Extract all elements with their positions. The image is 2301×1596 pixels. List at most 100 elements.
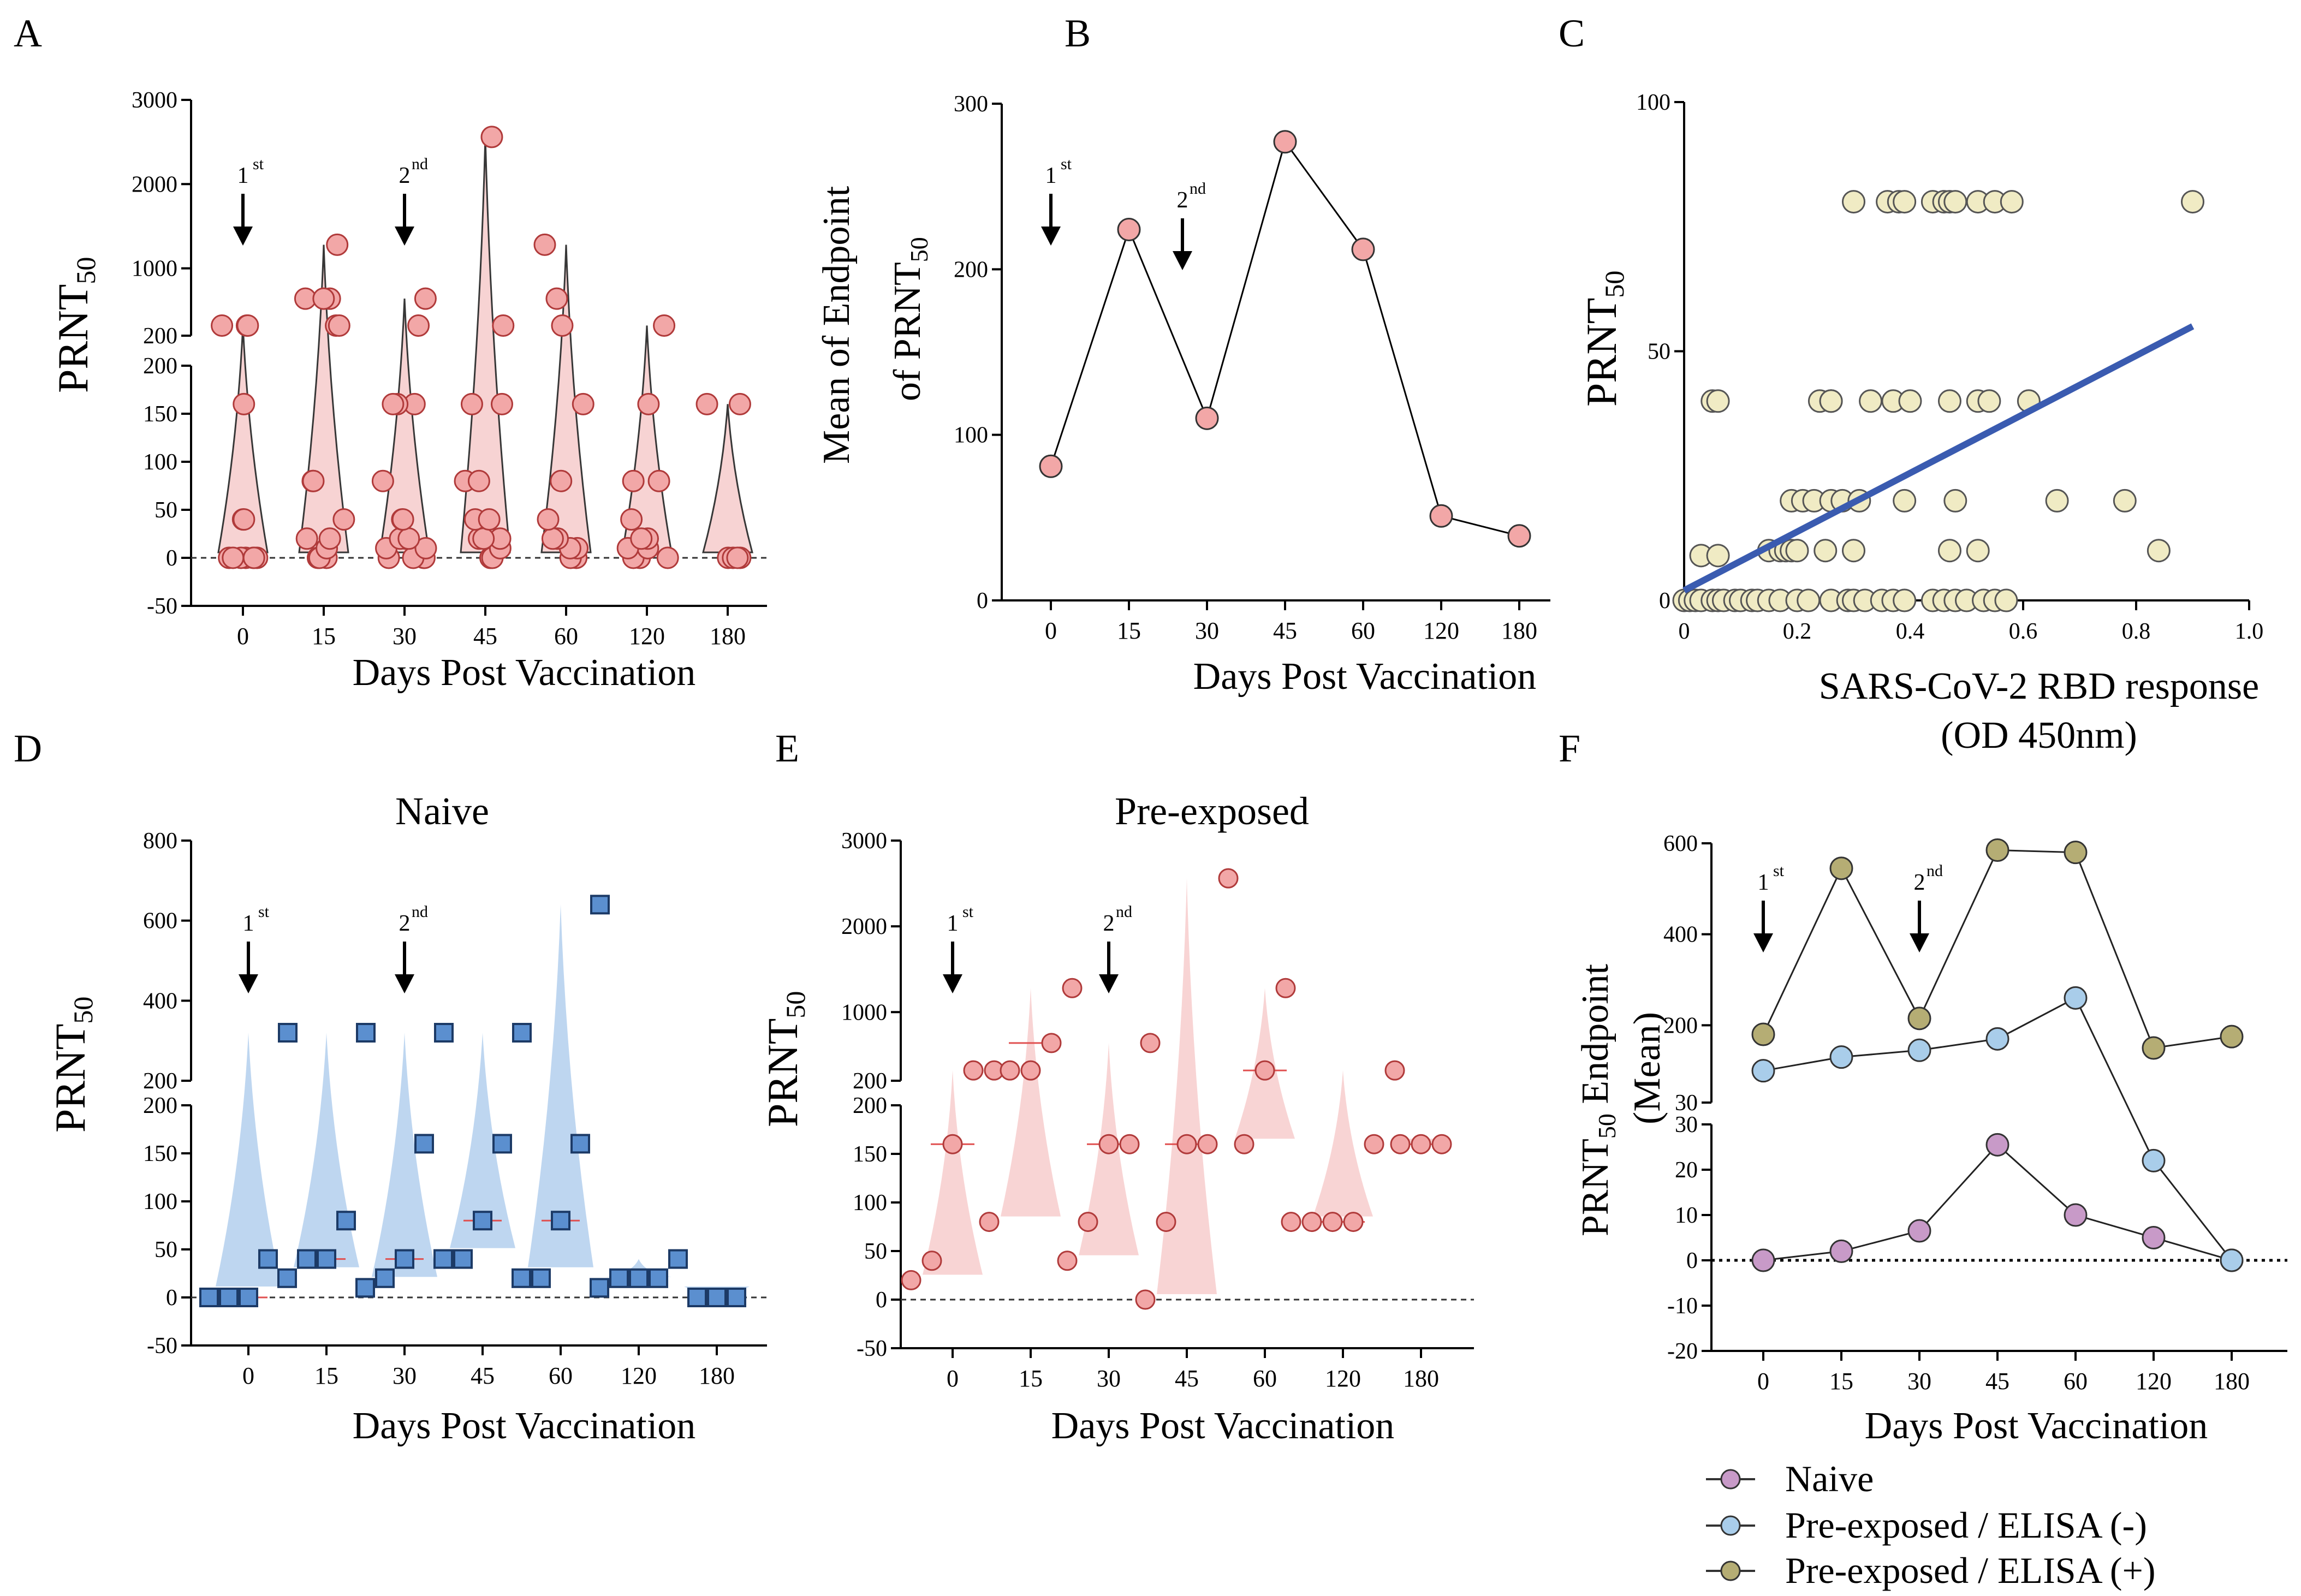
- panel-d-point: [433, 1249, 453, 1269]
- panel-a-point: [533, 233, 556, 256]
- panel-b-point: [1195, 406, 1219, 430]
- panel-f-naive-point: [1751, 1248, 1775, 1272]
- panel-e-point: [1390, 1134, 1411, 1154]
- panel-d-point: [707, 1288, 727, 1307]
- panel-a-point: [302, 469, 325, 492]
- panel-letter-b: B: [1065, 11, 1091, 55]
- panel-c-point: [2000, 190, 2024, 214]
- panel-e-violin: [1313, 1070, 1373, 1217]
- panel-e-ytick-label: 100: [853, 1190, 887, 1216]
- panel-d-point: [492, 1134, 512, 1154]
- panel-f-elisa-neg-point: [1985, 1027, 2009, 1051]
- panel-a-ytick-label: 2000: [132, 172, 177, 197]
- panel-c-xtick-label: 0.8: [2122, 619, 2151, 644]
- panel-f-dose-arrowhead: [1910, 933, 1929, 952]
- panel-d-ytick-label: -50: [147, 1333, 177, 1359]
- panel-b-point: [1117, 218, 1141, 242]
- panel-c-point: [2181, 190, 2204, 214]
- panel-e-point: [1431, 1134, 1452, 1154]
- panel-c-point: [2147, 539, 2171, 563]
- panel-c-xtick-label: 0.6: [2009, 619, 2038, 644]
- panel-e-point: [1140, 1033, 1161, 1053]
- panel-e-title: Pre-exposed: [1115, 789, 1309, 833]
- panel-e-point: [1062, 978, 1083, 998]
- panel-d-violin: [528, 904, 593, 1267]
- panel-b-dose-label-sup: nd: [1190, 180, 1206, 198]
- panel-c-point: [1893, 489, 1917, 513]
- panel-d-xtick-label: 0: [242, 1362, 254, 1389]
- panel-d-title: Naive: [395, 789, 489, 833]
- panel-e-point: [963, 1060, 984, 1081]
- panel-a-dose-label-sup: nd: [412, 155, 428, 173]
- panel-d-point: [531, 1268, 551, 1288]
- panel-e-point: [1254, 1060, 1275, 1081]
- panel-f-naive-point: [2142, 1226, 2166, 1249]
- panel-a-point: [630, 527, 653, 550]
- panel-d-point: [649, 1268, 668, 1288]
- panel-d-ylabel: PRNT50: [46, 997, 98, 1133]
- panel-d-dose-arrowhead: [395, 974, 414, 993]
- panel-f-xtick-label: 180: [2214, 1368, 2250, 1395]
- panel-e-dose-label-sup: nd: [1116, 903, 1132, 921]
- panel-c-ylabel: PRNT50: [1578, 271, 1630, 407]
- panel-f-naive-point: [1907, 1219, 1931, 1243]
- panel-e-point: [1020, 1060, 1041, 1081]
- panel-e-ytick-label: 0: [876, 1288, 887, 1313]
- panel-d-xtick-label: 45: [471, 1362, 495, 1389]
- panel-e-point: [1000, 1060, 1020, 1081]
- panel-a-point: [653, 314, 676, 337]
- panel-e-dose-arrowhead: [1099, 974, 1119, 993]
- panel-f-elisa-pos-point: [1829, 856, 1853, 880]
- panel-b-xtick-label: 30: [1195, 617, 1219, 644]
- panel-b-xtick-label: 45: [1273, 617, 1297, 644]
- panel-e-xtick-label: 45: [1175, 1365, 1199, 1392]
- panel-a-point: [236, 314, 259, 337]
- panel-a-xtick-label: 180: [710, 623, 746, 650]
- panel-f-xtick-label: 120: [2136, 1368, 2172, 1395]
- panel-a-point: [550, 469, 573, 492]
- panel-e-point: [1364, 1134, 1384, 1154]
- panel-e-point: [1135, 1289, 1156, 1310]
- panel-d-dose-label-sup: nd: [412, 903, 428, 921]
- panel-f-dose-label-sup: st: [1773, 862, 1785, 880]
- panel-a-xtick-label: 120: [629, 623, 665, 650]
- panel-e-ytick-label: 50: [864, 1239, 887, 1264]
- panel-a-point: [622, 469, 645, 492]
- panel-a-point: [233, 508, 255, 531]
- panel-c-point: [1819, 389, 1843, 413]
- panel-a-point: [726, 546, 749, 569]
- panel-e-point: [1275, 978, 1296, 998]
- panel-b-dose-arrowhead: [1173, 251, 1192, 270]
- panel-letter-f: F: [1559, 726, 1580, 770]
- panel-b-xlabel: Days Post Vaccination: [1193, 656, 1537, 698]
- panel-d-violin: [450, 1033, 515, 1248]
- panel-d-point: [317, 1249, 336, 1269]
- panel-a-point: [467, 469, 490, 492]
- panel-a-point: [472, 527, 495, 550]
- panel-e-point: [1098, 1134, 1119, 1154]
- legend-label-elisa-pos: Pre-exposed / ELISA (+): [1785, 1550, 2156, 1591]
- panel-a-point: [318, 527, 341, 550]
- panel-e-ytick-label: 2000: [841, 914, 887, 939]
- panel-d-point: [414, 1134, 434, 1154]
- panel-e-point: [1384, 1060, 1405, 1081]
- panel-a-xtick-label: 0: [237, 623, 249, 650]
- panel-d-point: [453, 1249, 473, 1269]
- panel-e-ytick-label: 3000: [841, 829, 887, 854]
- panel-f-ytick-label: 600: [1663, 831, 1698, 856]
- panel-e-xtick-label: 60: [1253, 1365, 1277, 1392]
- panel-b-point: [1429, 504, 1453, 528]
- panel-e-xtick-label: 180: [1403, 1365, 1439, 1392]
- panel-d-point: [668, 1249, 688, 1269]
- panel-b-ytick-label: 0: [977, 588, 988, 614]
- panel-f-elisa-pos-point: [2220, 1025, 2244, 1049]
- panel-c-point: [1797, 588, 1821, 612]
- panel-c-xtick-label: 0: [1679, 619, 1690, 644]
- panel-f-elisa-neg-point: [1907, 1038, 1931, 1062]
- panel-c-xtick-label: 0.4: [1896, 619, 1925, 644]
- panel-a-dose-label: 1: [237, 163, 249, 188]
- panel-d-xtick-label: 180: [699, 1362, 735, 1389]
- panel-f-elisa-neg-point: [2142, 1148, 2166, 1172]
- panel-a-point: [382, 392, 405, 415]
- panel-e-point: [1078, 1212, 1098, 1232]
